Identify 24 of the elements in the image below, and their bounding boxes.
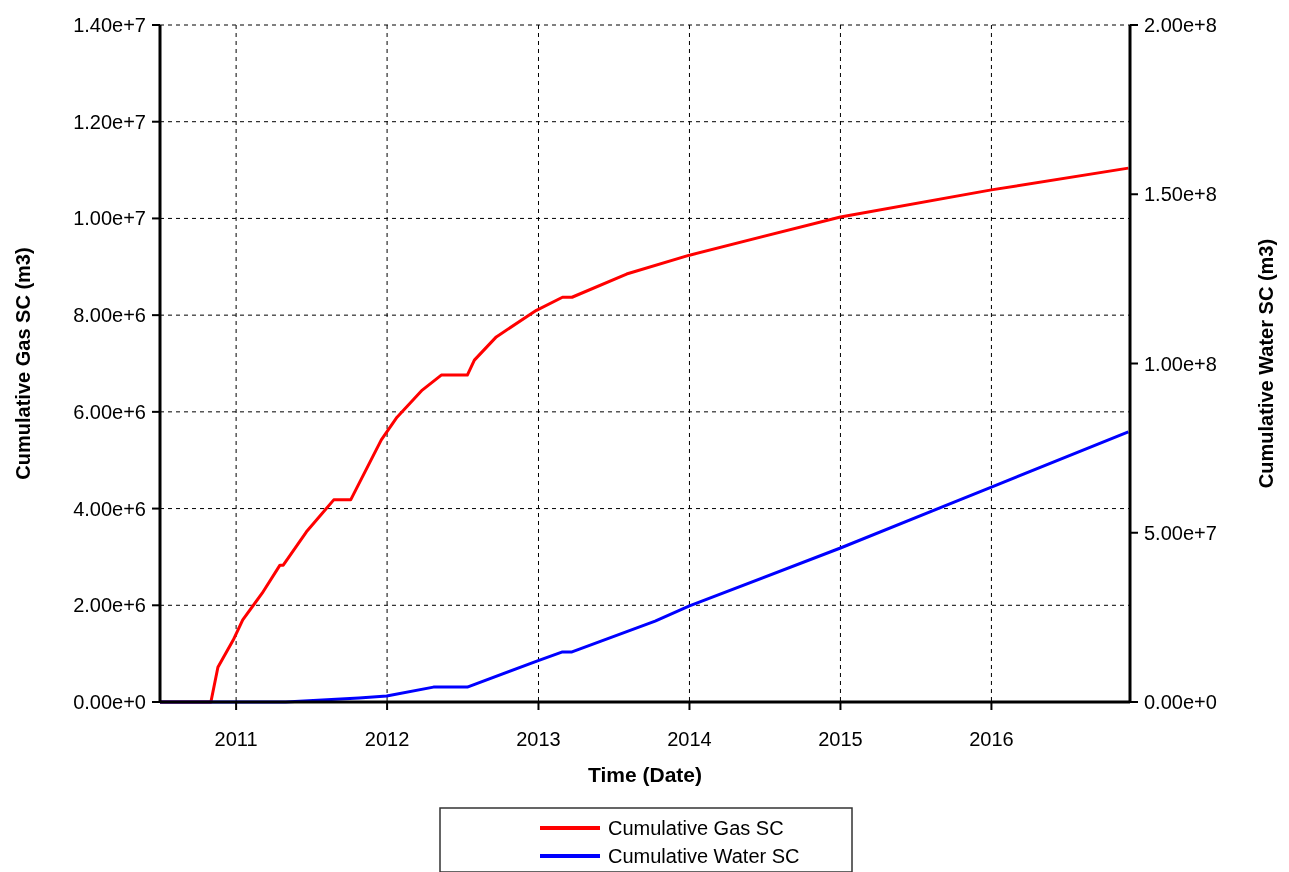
x-axis-title: Time (Date) — [588, 763, 702, 786]
x-tick-label: 2015 — [818, 728, 863, 750]
y-axis-title: Cumulative Gas SC (m3) — [12, 247, 34, 480]
y2-axis-title: Cumulative Water SC (m3) — [1255, 238, 1277, 489]
x-tick-label: 2011 — [214, 728, 258, 750]
y2-tick-label: 1.00e+8 — [1144, 352, 1217, 375]
x-tick-label: 2012 — [364, 728, 410, 750]
y-tick-label: 2.00e+6 — [73, 594, 146, 617]
y2-tick-label: 2.00e+8 — [1144, 14, 1217, 36]
legend-label: Cumulative Gas SC — [608, 817, 784, 839]
x-tick-label: 2016 — [969, 728, 1014, 750]
y2-tick-label: 1.50e+8 — [1144, 183, 1217, 206]
y-tick-label: 1.00e+7 — [73, 207, 146, 230]
y-tick-label: 4.00e+6 — [73, 497, 146, 520]
y2-tick-label: 5.00e+7 — [1144, 521, 1217, 544]
y-tick-label: 8.00e+6 — [73, 304, 146, 327]
y-tick-label: 6.00e+6 — [73, 400, 146, 423]
y2-tick-label: 0.00e+0 — [1144, 691, 1217, 713]
x-tick-label: 2013 — [516, 728, 561, 750]
y-tick-label: 1.40e+7 — [73, 14, 146, 36]
y-tick-label: 0.00e+0 — [73, 691, 146, 713]
x-tick-label: 2014 — [667, 728, 712, 750]
legend-label: Cumulative Water SC — [608, 845, 800, 867]
y-tick-label: 1.20e+7 — [73, 110, 146, 133]
